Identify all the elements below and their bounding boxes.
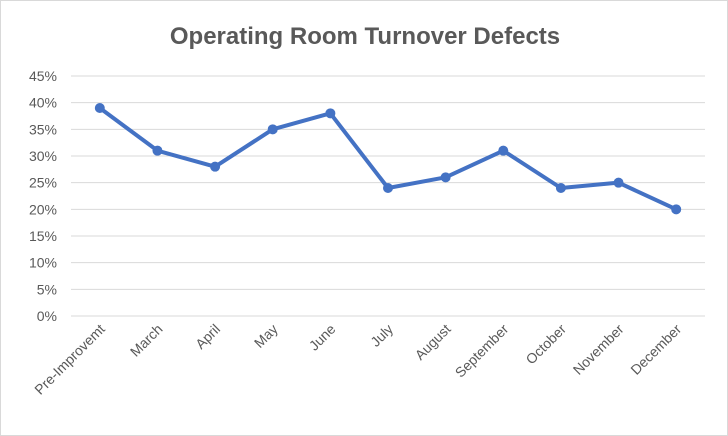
x-tick-label: Pre-Improvemt	[31, 321, 108, 398]
y-tick-label: 10%	[29, 255, 57, 271]
data-point	[94, 103, 105, 113]
data-point	[440, 172, 451, 183]
x-tick-label: March	[127, 321, 166, 360]
x-tick-label: October	[522, 321, 569, 368]
x-tick-label: June	[306, 321, 339, 354]
x-tick-label: August	[412, 321, 454, 363]
data-point	[152, 145, 163, 156]
data-point	[210, 161, 221, 172]
data-point	[671, 204, 682, 215]
y-tick-label: 0%	[37, 308, 57, 324]
data-point	[498, 145, 509, 156]
data-point	[613, 177, 624, 188]
y-tick-label: 25%	[29, 175, 57, 191]
y-axis-ticks: 0% 5% 10% 15% 20% 25% 30% 35% 40% 45%	[29, 68, 57, 324]
series-layer	[94, 103, 682, 215]
x-axis-ticks: Pre-Improvemt March April May June July August…	[31, 321, 684, 398]
y-tick-label: 40%	[29, 95, 57, 111]
grid-layer	[71, 75, 705, 317]
data-point	[267, 124, 278, 135]
data-point	[383, 183, 393, 193]
y-tick-label: 15%	[29, 228, 57, 244]
y-tick-label: 5%	[37, 281, 57, 297]
data-point	[325, 108, 336, 119]
y-tick-label: 30%	[29, 148, 57, 164]
data-point	[555, 183, 566, 193]
series-line	[97, 106, 679, 212]
x-tick-label: July	[367, 321, 396, 350]
x-tick-label: September	[452, 321, 512, 381]
y-tick-label: 45%	[29, 68, 57, 84]
x-tick-label: May	[251, 321, 281, 351]
chart-title: Operating Room Turnover Defects	[170, 23, 560, 50]
y-tick-label: 20%	[29, 201, 57, 217]
y-tick-label: 35%	[29, 121, 57, 137]
x-tick-label: April	[192, 321, 223, 352]
x-tick-label: November	[570, 321, 627, 378]
x-tick-label: December	[627, 321, 684, 378]
